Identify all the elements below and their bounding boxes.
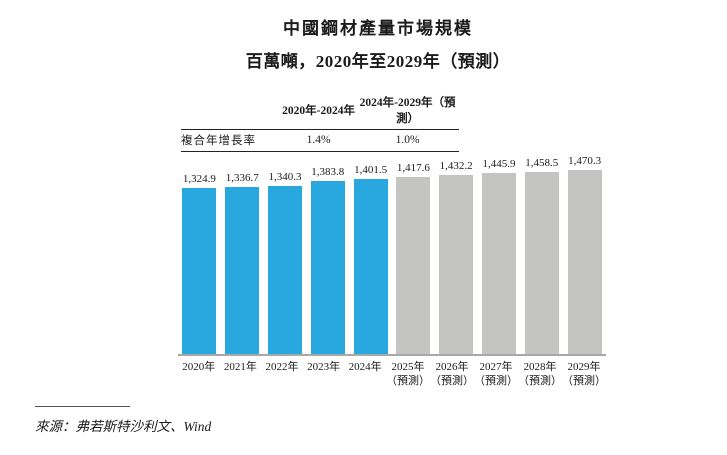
bar-column: 1,458.5 bbox=[520, 156, 563, 354]
x-axis-year: 2026年 bbox=[435, 361, 469, 373]
bar-value-label: 1,383.8 bbox=[311, 165, 345, 178]
bar-value-label: 1,445.9 bbox=[482, 158, 516, 171]
x-axis-year: 2029年 bbox=[567, 361, 601, 373]
bar-forecast bbox=[439, 174, 474, 354]
chart-heading: 中國鋼材產量市場規模 百萬噸，2020年至2029年（預測） bbox=[168, 14, 588, 72]
x-axis-label: 2029年 （預測） bbox=[562, 356, 606, 388]
bar-column: 1,336.7 bbox=[221, 172, 264, 354]
bar-column: 1,324.9 bbox=[178, 173, 221, 354]
bar-value-label: 1,340.3 bbox=[268, 171, 302, 184]
source-divider bbox=[35, 406, 130, 407]
bar-forecast bbox=[481, 173, 516, 354]
bar-actual bbox=[353, 178, 388, 354]
cagr-period-1-value: 1.4% bbox=[281, 129, 357, 152]
bar-value-label: 1,458.5 bbox=[525, 156, 559, 169]
cagr-value-row: 複合年增長率 1.4% 1.0% bbox=[181, 129, 459, 152]
cagr-period-2-header: 2024年-2029年（預測） bbox=[356, 92, 459, 130]
x-axis-label: 2028年 （預測） bbox=[518, 356, 562, 388]
bar-column: 1,340.3 bbox=[264, 171, 307, 354]
bar-value-label: 1,432.2 bbox=[439, 159, 473, 172]
bar-value-label: 1,401.5 bbox=[354, 163, 388, 176]
cagr-table: 2020年-2024年 2024年-2029年（預測） 複合年增長率 1.4% … bbox=[181, 92, 459, 152]
bar-column: 1,417.6 bbox=[392, 162, 435, 354]
bar-forecast bbox=[524, 171, 559, 354]
bar-column: 1,445.9 bbox=[478, 158, 521, 354]
source-note: 來源：弗若斯特沙利文、Wind bbox=[35, 406, 211, 435]
x-axis-year: 2021年 bbox=[223, 361, 257, 373]
bar-column: 1,383.8 bbox=[306, 166, 349, 354]
bar-column: 1,470.3 bbox=[563, 155, 606, 354]
bar-forecast bbox=[567, 170, 602, 354]
bar-forecast bbox=[396, 176, 431, 354]
bar-column: 1,432.2 bbox=[435, 160, 478, 354]
cagr-period-2-value: 1.0% bbox=[356, 129, 459, 152]
bar-value-label: 1,324.9 bbox=[182, 173, 216, 186]
x-axis-forecast-tag: （預測） bbox=[473, 375, 518, 387]
cagr-period-1-header: 2020年-2024年 bbox=[281, 92, 357, 130]
bar-value-label: 1,417.6 bbox=[396, 161, 430, 174]
source-text: 來源：弗若斯特沙利文、Wind bbox=[35, 419, 212, 434]
x-axis-label: 2027年 （預測） bbox=[474, 356, 518, 388]
cagr-header-empty-cell bbox=[181, 92, 282, 130]
x-axis-label: 2020年 bbox=[178, 356, 220, 388]
plot-area: 1,324.9 1,336.7 1,340.3 1,383.8 1,401.5 1,417… bbox=[178, 146, 606, 356]
cagr-row-label: 複合年增長率 bbox=[181, 129, 282, 152]
x-axis-label: 2023年 bbox=[303, 356, 345, 388]
bar-value-label: 1,336.7 bbox=[225, 171, 259, 184]
cagr-header-row: 2020年-2024年 2024年-2029年（預測） bbox=[181, 92, 459, 130]
x-axis-label: 2022年 bbox=[261, 356, 303, 388]
x-axis-year: 2023年 bbox=[307, 361, 341, 373]
bar-actual bbox=[310, 180, 345, 354]
x-axis-year: 2028年 bbox=[523, 361, 557, 373]
bar-actual bbox=[267, 186, 302, 354]
bar-value-label: 1,470.3 bbox=[568, 155, 602, 167]
x-axis-forecast-tag: （預測） bbox=[429, 375, 474, 387]
bar-actual bbox=[225, 186, 260, 354]
x-axis-year: 2025年 bbox=[391, 361, 425, 373]
x-axis-year: 2024年 bbox=[348, 361, 382, 373]
x-axis-label: 2021年 bbox=[220, 356, 262, 388]
x-axis-year: 2027年 bbox=[479, 361, 513, 373]
bar-column: 1,401.5 bbox=[349, 164, 392, 354]
bar-chart: 1,324.9 1,336.7 1,340.3 1,383.8 1,401.5 1,417… bbox=[178, 146, 606, 388]
x-axis-year: 2020年 bbox=[182, 361, 216, 373]
x-axis-label: 2025年 （預測） bbox=[386, 356, 430, 388]
chart-title: 中國鋼材產量市場規模 bbox=[283, 19, 473, 38]
chart-subtitle: 百萬噸，2020年至2029年（預測） bbox=[245, 52, 511, 71]
x-axis-forecast-tag: （預測） bbox=[385, 375, 430, 387]
x-axis-forecast-tag: （預測） bbox=[517, 375, 562, 387]
bar-actual bbox=[182, 188, 217, 354]
x-axis-label: 2026年 （預測） bbox=[430, 356, 474, 388]
x-axis-labels: 2020年 2021年 2022年 2023年 2024年 2025年 （預測） 2026年 （… bbox=[178, 356, 606, 388]
x-axis-year: 2022年 bbox=[265, 361, 299, 373]
x-axis-label: 2024年 bbox=[344, 356, 386, 388]
x-axis-forecast-tag: （預測） bbox=[561, 375, 606, 387]
